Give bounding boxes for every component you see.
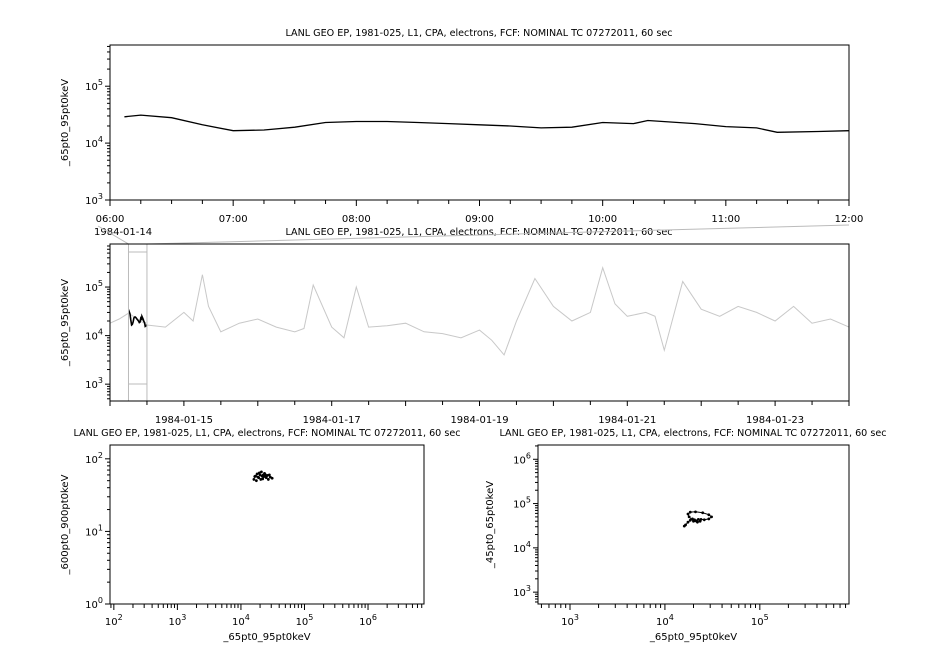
chart-title: LANL GEO EP, 1981-025, L1, CPA, electron… [73, 428, 460, 439]
data-point [687, 515, 691, 519]
data-point [252, 478, 256, 481]
chart-p2: LANL GEO EP, 1981-025, L1, CPA, electron… [60, 224, 850, 426]
y-axis-label: _45pt0_65pt0keV [485, 481, 496, 569]
data-point [701, 511, 705, 515]
data-point [266, 478, 270, 481]
x-tick-label: 106 [359, 613, 377, 628]
data-point [686, 512, 690, 516]
zoom-connector-left [97, 225, 129, 245]
y-tick-label: 104 [513, 540, 531, 555]
x-tick-label: 1984-01-23 [746, 415, 804, 426]
y-tick-label: 105 [85, 279, 103, 294]
chart-title: LANL GEO EP, 1981-025, L1, CPA, electron… [285, 28, 672, 39]
data-point [264, 474, 268, 478]
x-tick-label: 06:00 [96, 214, 125, 225]
data-point [255, 472, 259, 476]
plot-frame [109, 444, 425, 605]
x-tick-label: 1984-01-15 [155, 415, 213, 426]
x-tick-label: 104 [232, 613, 250, 628]
data-point [254, 479, 258, 483]
data-point [256, 475, 260, 479]
plot-frame [109, 243, 850, 402]
data-point [694, 510, 697, 514]
data-point [261, 473, 265, 477]
y-tick-label: 105 [513, 496, 531, 511]
y-tick-label: 104 [85, 328, 103, 343]
x-tick-label: 103 [168, 613, 186, 628]
y-tick-label: 103 [85, 192, 103, 207]
data-point [259, 478, 263, 481]
plot-frame [537, 444, 850, 605]
data-point [702, 518, 706, 522]
y-tick-label: 106 [513, 451, 531, 466]
zoom-connector-right [146, 224, 850, 245]
highlighted-segment [128, 309, 148, 328]
x-tick-label: 1984-01-19 [450, 415, 508, 426]
x-tick-label: 1984-01-21 [598, 415, 656, 426]
x-tick-label: 11:00 [711, 214, 740, 225]
data-point [684, 523, 687, 527]
data-point [267, 473, 271, 477]
y-tick-label: 103 [513, 584, 531, 599]
data-point [707, 513, 711, 517]
x-tick-label: 12:00 [835, 214, 864, 225]
y-tick-label: 102 [85, 451, 103, 466]
y-tick-label: 104 [85, 135, 103, 150]
data-point [696, 517, 700, 521]
data-point [710, 515, 713, 519]
data-point [270, 476, 274, 480]
y-axis-label: _65pt0_95pt0keV [60, 279, 71, 367]
x-tick-label: 104 [656, 613, 674, 628]
x-tick-label: 102 [105, 613, 123, 628]
x-axis-label: _65pt0_95pt0keV [222, 632, 310, 643]
series-line [124, 114, 850, 133]
x-tick-label: 1984-01-17 [303, 415, 361, 426]
data-point [688, 518, 692, 522]
chart-title: LANL GEO EP, 1981-025, L1, CPA, electron… [499, 428, 886, 439]
chart-p3: LANL GEO EP, 1981-025, L1, CPA, electron… [60, 428, 461, 643]
series-line [109, 265, 850, 356]
x-tick-label: 08:00 [342, 214, 371, 225]
x-tick-label: 105 [296, 613, 314, 628]
data-point [707, 517, 711, 521]
y-tick-label: 100 [85, 596, 103, 611]
chart-p1: LANL GEO EP, 1981-025, L1, CPA, electron… [60, 28, 863, 238]
data-point [696, 520, 699, 524]
chart-p4: LANL GEO EP, 1981-025, L1, CPA, electron… [485, 428, 887, 643]
x-tick-label: 10:00 [588, 214, 617, 225]
y-tick-label: 105 [85, 78, 103, 93]
data-point [692, 519, 695, 523]
data-point [253, 475, 257, 478]
x-tick-label: 09:00 [465, 214, 494, 225]
x-tick-label: 103 [561, 613, 579, 628]
chart-title: LANL GEO EP, 1981-025, L1, CPA, electron… [285, 227, 672, 238]
data-point [257, 471, 261, 475]
y-axis-label: _600pt0_900pt0keV [60, 474, 71, 575]
x-date-label: 1984-01-14 [94, 227, 152, 238]
x-tick-label: 105 [751, 613, 769, 628]
data-point [686, 520, 690, 524]
plot-frame [109, 44, 850, 201]
x-axis-label: _65pt0_95pt0keV [649, 632, 737, 643]
data-point [699, 517, 703, 521]
y-tick-label: 101 [85, 523, 103, 538]
x-tick-label: 07:00 [219, 214, 248, 225]
y-tick-label: 103 [85, 376, 103, 391]
y-axis-label: _65pt0_95pt0keV [60, 79, 71, 167]
data-point [688, 510, 692, 514]
